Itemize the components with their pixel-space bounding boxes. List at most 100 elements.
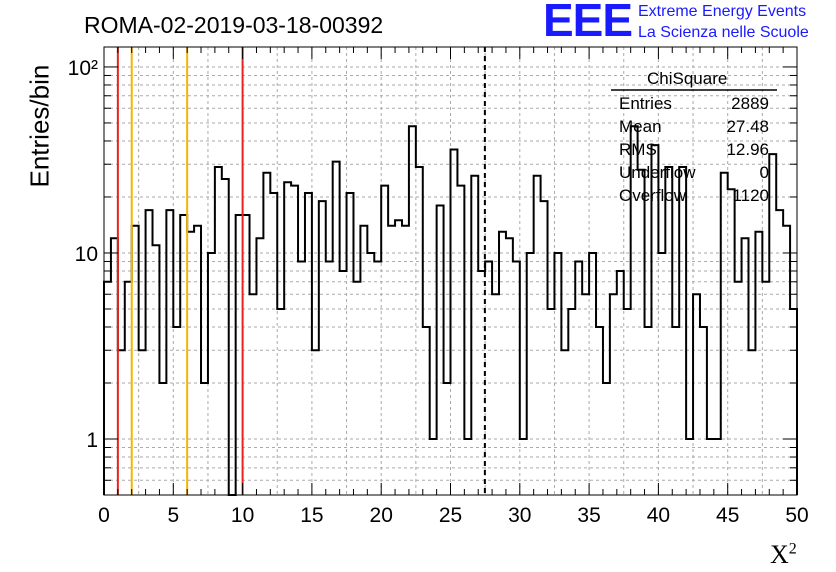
histogram-bin: [735, 282, 742, 495]
histogram-bin: [118, 350, 125, 495]
x-tick-label: 25: [439, 504, 462, 527]
histogram-bin: [561, 350, 568, 495]
eee-logo: EEE: [543, 0, 633, 46]
x-tick-label: 5: [167, 504, 179, 527]
x-axis-label-base: X: [770, 540, 789, 569]
histogram-bin: [527, 253, 534, 495]
histogram-bin: [270, 193, 277, 495]
histogram-bin: [243, 215, 250, 495]
y-tick-label: 10: [75, 243, 98, 266]
histogram-bin: [111, 238, 118, 495]
histogram-bin: [554, 253, 561, 495]
eee-logo-line1: Extreme Energy Events: [638, 3, 807, 20]
x-axis-label: X2: [770, 540, 797, 570]
histogram-bin: [423, 327, 430, 495]
histogram-bin: [568, 309, 575, 495]
histogram-bin: [506, 238, 513, 495]
histogram-bin: [457, 186, 464, 495]
histogram-bin: [347, 193, 354, 495]
x-tick-label: 35: [577, 504, 600, 527]
x-tick-label: 20: [370, 504, 393, 527]
histogram-bin: [624, 309, 631, 495]
histogram-bin: [153, 245, 160, 495]
x-tick-label: 30: [508, 504, 531, 527]
histogram-bin: [360, 226, 367, 495]
histogram-bin: [367, 253, 374, 495]
histogram-bin: [277, 309, 284, 495]
histogram-bin: [381, 186, 388, 495]
histogram-bin: [298, 261, 305, 495]
stats-overflow-label: Overflow: [619, 186, 687, 205]
histogram-bin: [139, 350, 146, 495]
stats-entries-label: Entries: [619, 94, 672, 113]
histogram-bin: [319, 201, 326, 495]
stats-mean-label: Mean: [619, 117, 662, 136]
histogram-bin: [409, 126, 416, 495]
histogram-bin: [305, 193, 312, 495]
eee-logo-line2: La Scienza nelle Scuole: [638, 24, 809, 41]
stats-underflow-label: Underflow: [619, 163, 696, 182]
histogram-bin: [485, 261, 492, 495]
stats-rms-value: 12.96: [726, 140, 769, 159]
x-tick-label: 0: [98, 504, 110, 527]
histogram-bin: [769, 154, 776, 495]
histogram-bin: [728, 189, 735, 495]
histogram-bin: [548, 309, 555, 495]
histogram-bin: [104, 282, 111, 495]
histogram-bin: [208, 253, 215, 495]
histogram-bin: [374, 261, 381, 495]
y-tick-label: 10²: [68, 57, 98, 80]
y-axis-label: Entries/bin: [24, 64, 55, 188]
histogram-bin: [575, 261, 582, 495]
histogram-bin: [132, 226, 139, 495]
stats-entries-value: 2889: [731, 94, 769, 113]
histogram-bin: [596, 327, 603, 495]
histogram-bin: [762, 282, 769, 495]
histogram-bin: [326, 261, 333, 495]
histogram-series: [103, 125, 798, 496]
histogram-bin: [388, 226, 395, 495]
histogram-bin: [790, 309, 797, 495]
histogram-bin: [693, 294, 700, 495]
histogram-bin: [665, 167, 672, 495]
histogram-bin: [645, 327, 652, 495]
stats-rms-label: RMS: [619, 140, 657, 159]
histogram-bin: [638, 170, 645, 495]
histogram-bin: [173, 327, 180, 495]
x-tick-label: 45: [716, 504, 739, 527]
histogram-bin: [492, 294, 499, 495]
histogram-bin: [589, 253, 596, 495]
plot-title: ROMA-02-2019-03-18-00392: [84, 12, 384, 38]
histogram-bin: [180, 215, 187, 495]
histogram-bin: [721, 173, 728, 495]
histogram-bin: [291, 186, 298, 495]
y-tick-label: 1: [86, 429, 98, 452]
histogram-bin: [333, 162, 340, 495]
histogram-bin: [451, 149, 458, 495]
stats-underflow-value: 0: [759, 163, 769, 182]
histogram-bin: [284, 182, 291, 495]
histogram-bin: [236, 215, 243, 495]
histogram-bin: [215, 167, 222, 495]
histogram-bin: [263, 173, 270, 495]
histogram-bin: [783, 226, 790, 495]
histogram-bin: [658, 253, 665, 495]
histogram-bin: [416, 167, 423, 495]
histogram-bin: [748, 350, 755, 495]
histogram-bin: [541, 201, 548, 495]
histogram-bin: [513, 261, 520, 495]
histogram-bin: [250, 294, 257, 495]
histogram-bin: [582, 294, 589, 495]
histogram-bin: [353, 282, 360, 495]
histogram-bin: [312, 350, 319, 495]
x-tick-label: 50: [785, 504, 808, 527]
histogram-bin: [402, 226, 409, 495]
histogram-bin: [742, 238, 749, 495]
x-tick-label: 15: [300, 504, 323, 527]
histogram-bin: [700, 327, 707, 495]
stats-overflow-value: 1120: [732, 186, 769, 205]
histogram-bin: [256, 238, 263, 495]
histogram-bin: [610, 294, 617, 495]
x-tick-label: 10: [231, 504, 254, 527]
